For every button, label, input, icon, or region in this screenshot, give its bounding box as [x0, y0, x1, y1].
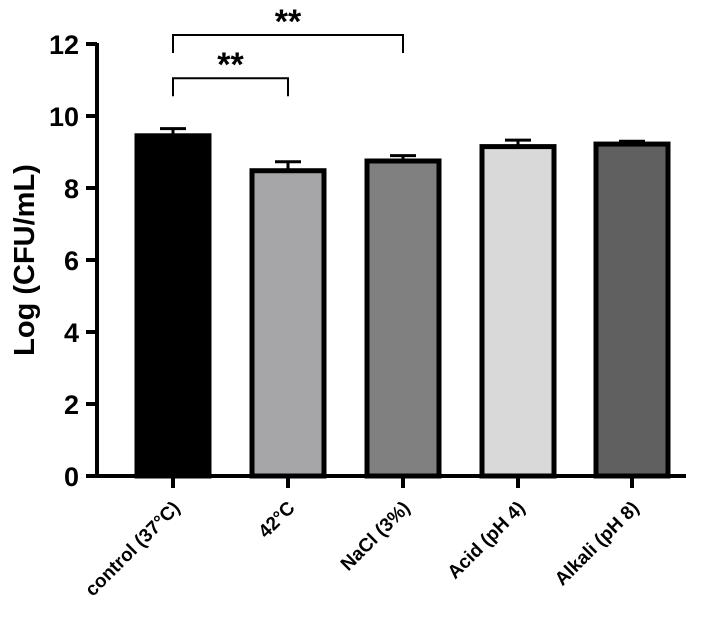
significance-label: ** [217, 46, 244, 84]
x-axis: control (37°C) 42°C NaCl (3%) Acid (pH 4) Al… [81, 474, 686, 601]
y-tick-label: 2 [64, 390, 79, 420]
significance-label: ** [275, 3, 302, 41]
y-tick-label: 6 [64, 246, 79, 276]
bar [479, 144, 557, 479]
x-tick-label: Alkali (pH 8) [551, 498, 643, 590]
y-tick-label: 8 [64, 174, 79, 204]
bar [134, 133, 212, 479]
y-tick-label: 4 [64, 318, 79, 348]
x-tick-label: NaCl (3%) [337, 498, 415, 576]
x-tick-label: 42°C [255, 497, 300, 542]
y-tick-label: 10 [49, 102, 79, 132]
y-tick-label: 0 [64, 462, 79, 492]
y-axis-title: Log (CFU/mL) [9, 164, 41, 356]
x-tick-label: control (37°C) [81, 498, 184, 601]
significance-bracket [172, 34, 404, 53]
y-axis: 0 2 4 6 8 10 12 [49, 30, 99, 492]
y-tick-label: 12 [49, 30, 79, 60]
x-tick-label: Acid (pH 4) [444, 498, 530, 584]
significance-bracket [172, 77, 289, 97]
bar [249, 168, 327, 479]
significance-annotations: ** ** [172, 3, 404, 97]
bars [134, 127, 671, 479]
bar [593, 141, 671, 479]
bar [364, 158, 442, 479]
